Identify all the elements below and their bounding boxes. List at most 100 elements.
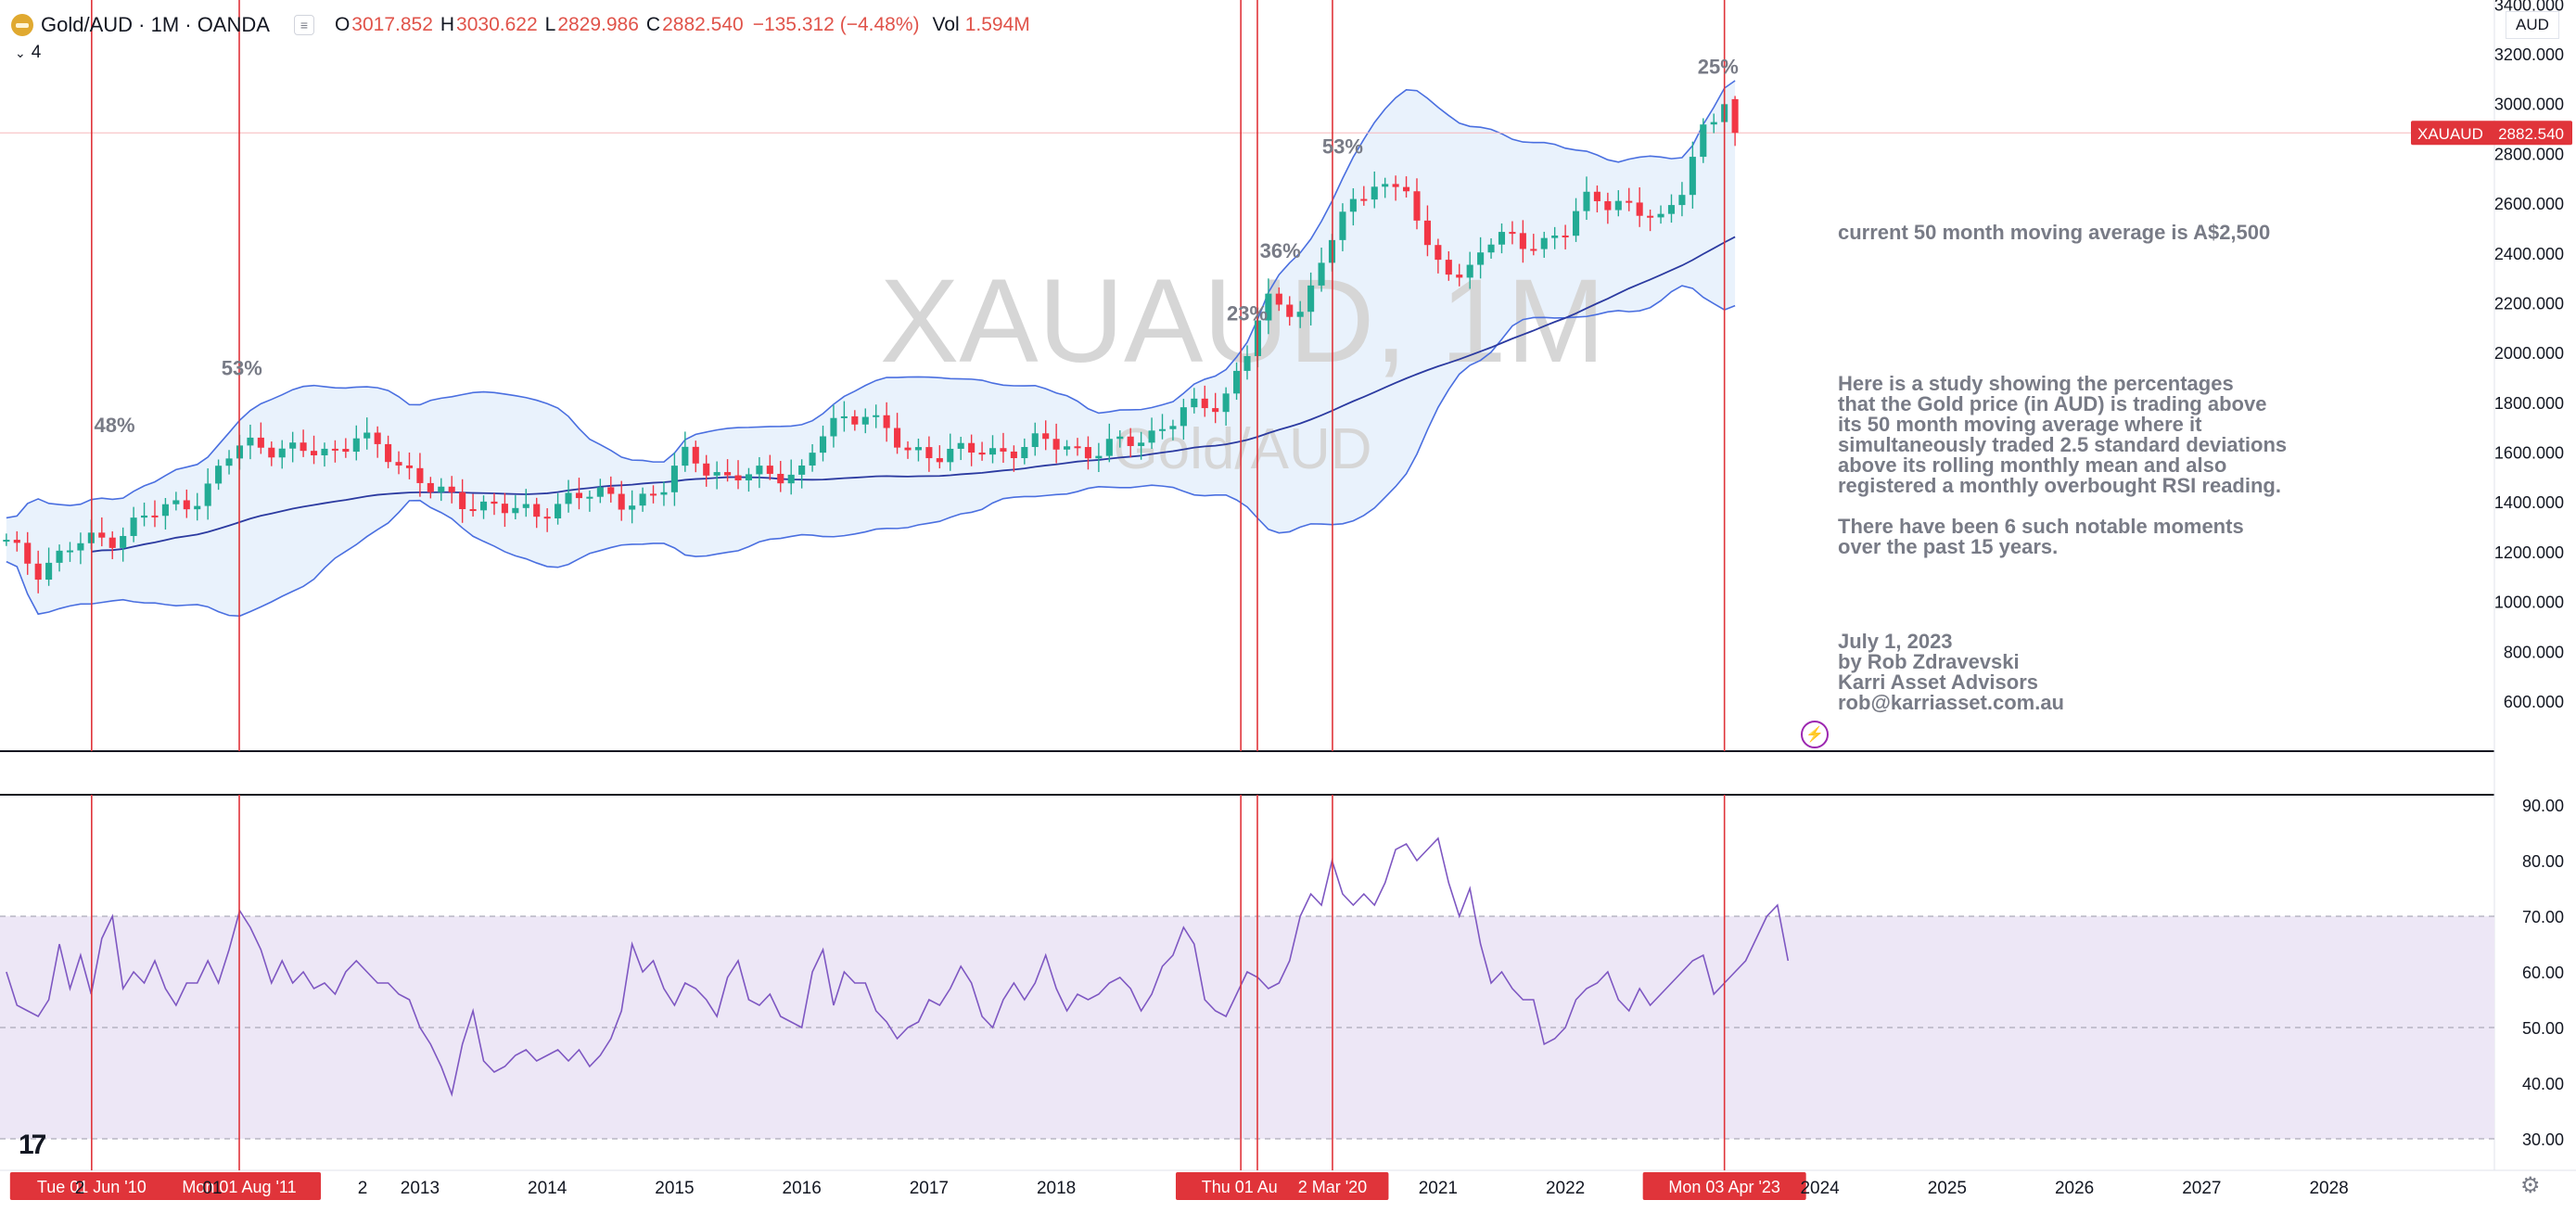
candle-body bbox=[1296, 312, 1304, 317]
candle-body bbox=[1000, 448, 1007, 452]
candle-body bbox=[161, 504, 169, 517]
lightning-icon[interactable]: ⚡ bbox=[1801, 721, 1829, 748]
moving-average-line bbox=[91, 236, 1736, 553]
candle-body bbox=[1573, 211, 1580, 236]
candle-body bbox=[289, 442, 297, 449]
byline-line: July 1, 2023 bbox=[1838, 630, 1953, 653]
candle-body bbox=[1265, 293, 1272, 321]
percentage-annotation: 48% bbox=[94, 414, 134, 437]
visibility-icon[interactable]: ≡ bbox=[293, 15, 314, 35]
rsi-pane bbox=[0, 836, 2494, 1140]
candle-body bbox=[1498, 232, 1506, 245]
candle-body bbox=[1435, 245, 1442, 261]
rsi-tick-label: 60.00 bbox=[2522, 964, 2564, 982]
candle-body bbox=[1477, 252, 1485, 265]
indicators-collapse-button[interactable]: ⌄ 4 bbox=[15, 41, 52, 65]
candle-body bbox=[331, 448, 338, 451]
volume-value: 1.594M bbox=[964, 14, 1030, 35]
time-tick-label-partial: 01 bbox=[202, 1179, 222, 1198]
watermark: XAUAUD, 1M Gold/AUD bbox=[880, 255, 1605, 481]
ma-note: current 50 month moving average is A$2,5… bbox=[1838, 221, 2271, 244]
candle-body bbox=[395, 462, 402, 466]
candle-body bbox=[491, 501, 498, 504]
candle-body bbox=[363, 432, 371, 439]
candle-body bbox=[1445, 260, 1452, 275]
time-tick-label: 2025 bbox=[1928, 1179, 1967, 1198]
price-tick-label: 600.000 bbox=[2504, 693, 2564, 711]
gear-icon[interactable]: ⚙ bbox=[2520, 1173, 2541, 1198]
candle-body bbox=[1551, 235, 1559, 238]
price-tick-label: 3200.000 bbox=[2494, 45, 2564, 64]
candle-body bbox=[385, 443, 392, 463]
candle-body bbox=[438, 486, 445, 492]
candle-body bbox=[300, 442, 307, 452]
candle-body bbox=[639, 493, 646, 506]
last-price-badge bbox=[2411, 121, 2572, 146]
candle-body bbox=[1667, 205, 1676, 214]
candle-body bbox=[268, 447, 275, 458]
currency-selector[interactable]: AUD bbox=[2506, 11, 2559, 39]
candle-body bbox=[1158, 428, 1167, 431]
price-tick-label: 800.000 bbox=[2504, 643, 2564, 661]
close-key: C bbox=[645, 14, 661, 35]
candle-body bbox=[1540, 237, 1548, 249]
candle-body bbox=[1212, 408, 1219, 413]
percentage-annotation: 36% bbox=[1260, 239, 1301, 262]
last-price-symbol: XAUAUD bbox=[2417, 125, 2483, 143]
candle-body bbox=[1349, 198, 1357, 212]
candle-body bbox=[1636, 202, 1643, 216]
candle-body bbox=[1064, 446, 1071, 450]
price-tick-label: 1800.000 bbox=[2494, 394, 2564, 413]
candle-body bbox=[745, 474, 753, 481]
candle-body bbox=[575, 492, 583, 499]
open-value: 3017.852 bbox=[351, 14, 433, 35]
symbol-legend: Gold/AUD · 1M · OANDA ≡ O 3017.852 H 3030.… bbox=[11, 11, 1030, 39]
time-tick-label-partial: 2 bbox=[358, 1179, 368, 1198]
candle-body bbox=[3, 540, 10, 543]
study-line: that the Gold price (in AUD) is trading … bbox=[1838, 392, 2267, 415]
event-date-badge bbox=[158, 1172, 322, 1200]
symbol-title[interactable]: Gold/AUD · 1M · OANDA bbox=[41, 13, 270, 36]
candle-body bbox=[724, 472, 732, 476]
study-line: above its rolling monthly mean and also bbox=[1838, 453, 2227, 477]
candle-body bbox=[1138, 442, 1145, 446]
close-value: 2882.540 bbox=[662, 14, 744, 35]
time-tick-label: 2015 bbox=[655, 1179, 694, 1198]
candle-body bbox=[1318, 262, 1325, 286]
high-key: H bbox=[440, 14, 455, 35]
candle-body bbox=[1509, 232, 1516, 235]
candle-body bbox=[565, 492, 572, 504]
study-line: registered a monthly overbought RSI read… bbox=[1838, 474, 2281, 497]
candle-body bbox=[98, 532, 106, 538]
candle-body bbox=[1031, 433, 1039, 448]
candle-body bbox=[1647, 215, 1654, 218]
candle-body bbox=[13, 540, 20, 543]
time-tick-label: 2018 bbox=[1037, 1179, 1076, 1198]
price-tick-label: 1400.000 bbox=[2494, 493, 2564, 512]
candle-body bbox=[861, 416, 869, 425]
candle-body bbox=[1371, 186, 1378, 200]
candle-body bbox=[873, 415, 880, 417]
candle-body bbox=[512, 507, 519, 514]
candle-body bbox=[798, 465, 806, 475]
candle-body bbox=[596, 487, 604, 497]
candle-body bbox=[851, 415, 859, 425]
price-tick-label: 2200.000 bbox=[2494, 294, 2564, 313]
candle-body bbox=[459, 492, 466, 510]
candle-body bbox=[1074, 446, 1081, 449]
candle-body bbox=[925, 447, 933, 459]
candle-body bbox=[469, 509, 477, 512]
tradingview-logo-icon[interactable]: 17 bbox=[19, 1130, 46, 1160]
candle-body bbox=[1180, 407, 1187, 427]
candle-body bbox=[1275, 293, 1282, 305]
study-line: Here is a study showing the percentages bbox=[1838, 372, 2234, 395]
candle-body bbox=[904, 447, 912, 451]
candle-body bbox=[257, 437, 264, 448]
candle-body bbox=[342, 449, 350, 453]
candle-body bbox=[416, 467, 424, 483]
candle-body bbox=[1201, 398, 1208, 409]
candle-body bbox=[1423, 220, 1431, 246]
price-tick-label: 2600.000 bbox=[2494, 195, 2564, 213]
